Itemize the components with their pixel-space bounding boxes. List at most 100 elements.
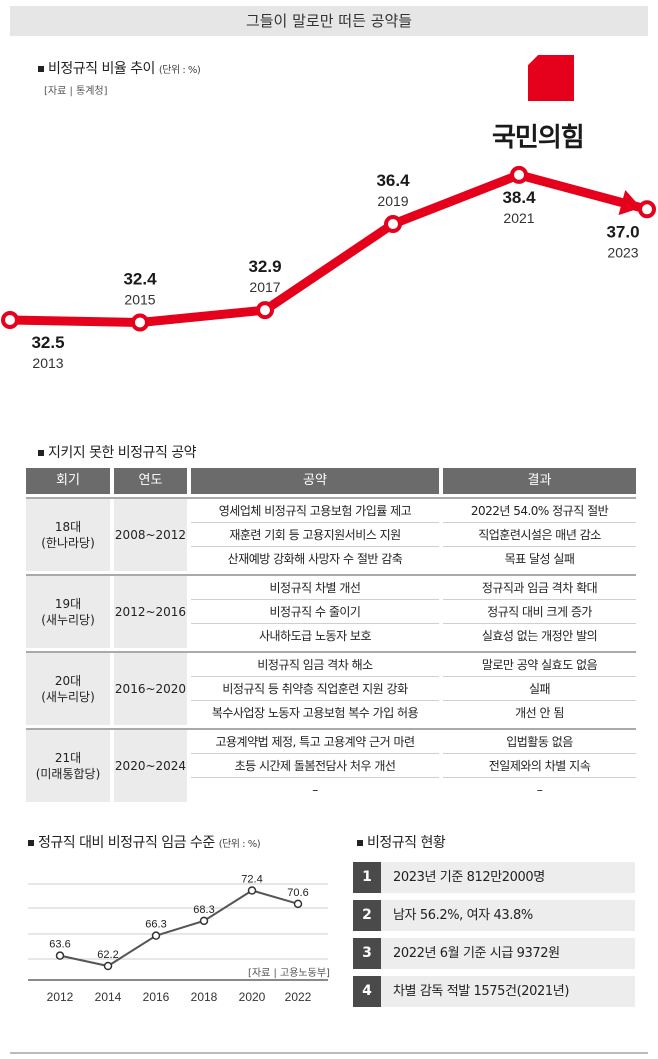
table-group: 21대 (미래통합당) 2020~2024 고용계약법 제정, 특고 고용계약 근거… bbox=[26, 728, 636, 802]
wage-year-label: 2014 bbox=[95, 990, 122, 1004]
status-text: 차별 감독 적발 1575건(2021년) bbox=[393, 984, 569, 999]
chart1-source: [자료 | 통계청] bbox=[44, 86, 108, 97]
wage-year-label: 2016 bbox=[143, 990, 170, 1004]
table-group: 20대 (새누리당) 2016~2020 비정규직 임금 격차 해소 비정규직 등 취… bbox=[26, 651, 636, 725]
wage-point-2012 bbox=[55, 951, 65, 960]
term-cell: 18대 (한나라당) bbox=[26, 499, 110, 571]
status-text: 2022년 6월 기준 시급 9372원 bbox=[393, 946, 560, 961]
status-list: 1 2023년 기준 812만2000명 2 남자 56.2%, 여자 43.8… bbox=[353, 862, 635, 1014]
wage-point-2018 bbox=[199, 916, 209, 926]
result-cell: 전일제와의 차별 지속 bbox=[443, 754, 636, 778]
chart1-unit: (단위 : %) bbox=[158, 65, 201, 76]
status-text: 남자 56.2%, 여자 43.8% bbox=[393, 908, 533, 923]
status-title: 비정규직 현황 bbox=[357, 832, 446, 852]
chart2-source: [자료 | 고용노동부] bbox=[248, 968, 330, 979]
result-cell: – bbox=[536, 783, 543, 797]
pledge-cell: 비정규직 수 줄이기 bbox=[191, 600, 439, 624]
status-item: 1 2023년 기준 812만2000명 bbox=[353, 862, 635, 893]
ratio-value-label: 36.4 bbox=[376, 171, 410, 190]
wage-point-2014 bbox=[103, 961, 113, 971]
chart1-title-text: 비정규직 비율 추이 bbox=[48, 61, 155, 77]
result-cell: 실패 bbox=[443, 677, 636, 701]
wage-year-label: 2022 bbox=[285, 990, 312, 1004]
chart2-title: 정규직 대비 비정규직 임금 수준 (단위 : %) bbox=[28, 832, 261, 852]
ratio-point-2015 bbox=[131, 313, 149, 332]
status-item: 4 차별 감독 적발 1575건(2021년) bbox=[353, 976, 635, 1007]
bottom-divider bbox=[10, 1052, 648, 1054]
wage-value-label: 66.3 bbox=[145, 919, 166, 931]
years-cell: 2008~2012 bbox=[114, 499, 187, 571]
pledge-list: 영세업체 비정규직 고용보험 가입률 제고 재훈련 기회 등 고용지원서비스 지원… bbox=[191, 499, 439, 571]
pledge-cell: 비정규직 임금 격차 해소 bbox=[191, 653, 439, 677]
ratio-arrow-head bbox=[618, 189, 642, 216]
party-logo-text: 국민의힘 bbox=[492, 123, 585, 153]
table-header-row: 회기 연도 공약 결과 bbox=[26, 468, 636, 494]
ratio-year-label: 2021 bbox=[503, 210, 534, 226]
status-number: 2 bbox=[353, 900, 381, 931]
result-list: 정규직과 임금 격차 확대 정규직 대비 크게 증가 실효성 없는 개정안 발의 bbox=[443, 576, 636, 648]
pledge-cell: 초등 시간제 돌봄전담사 처우 개선 bbox=[191, 754, 439, 778]
wage-point-2016 bbox=[151, 931, 161, 940]
result-list: 입법활동 없음 전일제와의 차별 지속 – bbox=[443, 730, 636, 802]
pledge-cell: – bbox=[312, 783, 318, 797]
status-title-text: 비정규직 현황 bbox=[367, 835, 446, 851]
ratio-year-label: 2023 bbox=[607, 244, 638, 260]
pledge-cell: 사내하도급 노동자 보호 bbox=[258, 629, 372, 643]
column-header-result: 결과 bbox=[443, 468, 636, 494]
column-header-year: 연도 bbox=[114, 468, 187, 494]
years-cell: 2016~2020 bbox=[114, 653, 187, 725]
promises-table: 회기 연도 공약 결과 18대 (한나라당) 2008~2012 영세업체 비정규직… bbox=[26, 468, 636, 802]
pledge-cell: 산재예방 강화해 사망자 수 절반 감축 bbox=[227, 552, 403, 566]
ratio-series-line bbox=[5, 170, 652, 327]
chart2-title-text: 정규직 대비 비정규직 임금 수준 bbox=[38, 835, 215, 851]
ratio-value-label: 32.4 bbox=[123, 269, 157, 288]
term-cell: 20대 (새누리당) bbox=[26, 653, 110, 725]
status-text: 2023년 기준 812만2000명 bbox=[393, 870, 545, 885]
promises-title: 지키지 못한 비정규직 공약 bbox=[38, 442, 197, 462]
pledge-list: 고용계약법 제정, 특고 고용계약 근거 마련 초등 시간제 돌봄전담사 처우 개… bbox=[191, 730, 439, 802]
pledge-cell: 비정규직 차별 개선 bbox=[191, 576, 439, 600]
result-cell: 목표 달성 실패 bbox=[504, 552, 575, 566]
wage-value-label: 70.6 bbox=[287, 887, 308, 899]
ratio-year-label: 2013 bbox=[32, 355, 63, 371]
wage-value-label: 62.2 bbox=[97, 949, 118, 961]
result-cell: 실효성 없는 개정안 발의 bbox=[481, 629, 598, 643]
party-logo: 국민의힘 bbox=[490, 55, 615, 155]
ratio-point-2013 bbox=[1, 311, 19, 329]
status-item: 3 2022년 6월 기준 시급 9372원 bbox=[353, 938, 635, 969]
result-cell: 정규직과 임금 격차 확대 bbox=[443, 576, 636, 600]
wage-point-2022 bbox=[293, 899, 303, 909]
wage-year-label: 2020 bbox=[239, 990, 266, 1004]
wage-value-label: 72.4 bbox=[241, 874, 262, 886]
ratio-value-label: 32.5 bbox=[31, 333, 64, 352]
result-cell: 개선 안 됨 bbox=[515, 706, 564, 720]
years-cell: 2012~2016 bbox=[114, 576, 187, 648]
column-header-term: 회기 bbox=[26, 468, 110, 494]
status-number: 4 bbox=[353, 976, 381, 1007]
wage-value-label: 68.3 bbox=[193, 904, 214, 916]
wage-year-label: 2012 bbox=[47, 990, 74, 1004]
status-number: 1 bbox=[353, 862, 381, 893]
column-header-pledge: 공약 bbox=[191, 468, 439, 494]
page-title: 그들이 말로만 떠든 공약들 bbox=[10, 6, 648, 36]
ratio-point-2017 bbox=[256, 301, 274, 320]
bullet-square-icon bbox=[357, 840, 363, 846]
ratio-value-label: 32.9 bbox=[248, 257, 281, 276]
pledge-cell: 영세업체 비정규직 고용보험 가입률 제고 bbox=[191, 499, 439, 523]
result-cell: 2022년 54.0% 정규직 절반 bbox=[443, 499, 636, 523]
result-list: 말로만 공약 실효도 없음 실패 개선 안 됨 bbox=[443, 653, 636, 725]
ratio-point-2023 bbox=[638, 200, 656, 219]
wage-point-2020 bbox=[247, 886, 257, 895]
result-cell: 직업훈련시설은 매년 감소 bbox=[443, 523, 636, 547]
bullet-square-icon bbox=[38, 450, 44, 456]
status-item: 2 남자 56.2%, 여자 43.8% bbox=[353, 900, 635, 931]
bullet-square-icon bbox=[38, 66, 44, 72]
term-cell: 19대 (새누리당) bbox=[26, 576, 110, 648]
term-cell: 21대 (미래통합당) bbox=[26, 730, 110, 802]
ratio-point-2019 bbox=[384, 215, 402, 234]
pledge-cell: 비정규직 등 취약층 직업훈련 지원 강화 bbox=[191, 677, 439, 701]
pledge-list: 비정규직 임금 격차 해소 비정규직 등 취약층 직업훈련 지원 강화 복수사업장 … bbox=[191, 653, 439, 725]
